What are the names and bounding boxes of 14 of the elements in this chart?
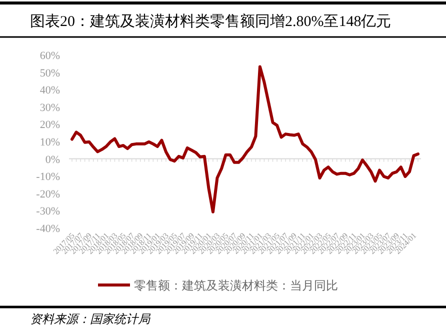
title: 图表20：建筑及装潢材料类零售额同增2.80%至148亿元 <box>30 14 392 30</box>
y-tick-label: 20% <box>40 119 60 132</box>
y-tick-label: -10% <box>36 171 60 184</box>
y-tick-label: -20% <box>36 188 60 200</box>
y-tick-label: 10% <box>40 136 60 148</box>
legend: 零售额：建筑及装潢材料类：当月同比 <box>98 278 338 292</box>
annotation: 资料来源：国家统计局 <box>30 312 150 326</box>
y-tick-label: 30% <box>40 102 60 114</box>
y-tick-label: 40% <box>40 84 60 97</box>
y-tick-label: -40% <box>36 223 60 235</box>
y-tick-label: 60% <box>40 50 60 62</box>
y-tick-label: -30% <box>36 206 60 218</box>
y-tick-label: 50% <box>40 67 60 80</box>
y-tick-label: 0% <box>45 154 60 166</box>
